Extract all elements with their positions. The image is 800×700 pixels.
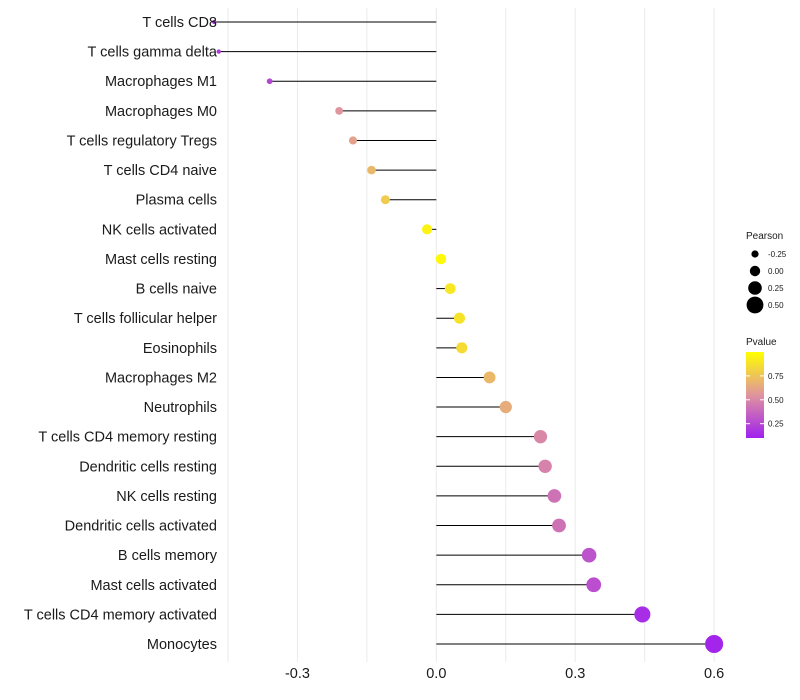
category-label: Dendritic cells activated — [65, 519, 217, 535]
category-label: Macrophages M1 — [105, 74, 217, 90]
x-tick-label: 0.6 — [704, 666, 724, 682]
category-label: Macrophages M0 — [105, 104, 217, 120]
lollipop-point — [335, 107, 343, 115]
category-label: B cells memory — [118, 548, 218, 564]
category-label: Plasma cells — [136, 193, 217, 209]
lollipop-point — [547, 489, 562, 503]
category-label: NK cells activated — [102, 222, 217, 238]
category-label: B cells naive — [136, 282, 217, 298]
size-legend-label: 0.50 — [768, 301, 784, 310]
lollipop-point — [367, 165, 376, 175]
color-legend-label: 0.75 — [768, 372, 784, 381]
category-label: Monocytes — [147, 637, 217, 653]
category-label: T cells follicular helper — [74, 311, 217, 327]
category-label: T cells CD4 naive — [104, 163, 217, 179]
category-labels: T cells CD8 T cells gamma delta Macrophage… — [24, 15, 218, 653]
lollipop-point — [216, 49, 221, 54]
lollipop-stems — [214, 21, 715, 645]
lollipop-point — [211, 19, 217, 25]
lollipop-point — [483, 371, 496, 384]
x-tick-label: 0.0 — [426, 666, 446, 682]
size-legend-dot — [748, 281, 762, 295]
lollipop-point — [499, 400, 512, 414]
size-legend-items: -0.25 0.00 0.25 0.50 — [746, 250, 787, 314]
category-label: Dendritic cells resting — [79, 459, 217, 475]
color-legend-label: 0.50 — [768, 396, 784, 405]
size-legend-dot — [751, 250, 759, 258]
category-label: T cells CD4 memory resting — [38, 430, 217, 446]
category-label: T cells regulatory Tregs — [67, 133, 217, 149]
lollipop-point — [552, 518, 566, 533]
size-legend-dot — [749, 265, 761, 277]
lollipop-point — [435, 253, 447, 265]
size-legend-label: -0.25 — [768, 250, 787, 259]
lollipop-points — [211, 19, 724, 654]
category-label: Mast cells resting — [105, 252, 217, 268]
color-legend-label: 0.25 — [768, 420, 784, 429]
lollipop-point — [586, 577, 602, 593]
size-legend-title: Pearson — [746, 231, 783, 242]
lollipop-point — [538, 459, 552, 474]
size-legend-label: 0.25 — [768, 284, 784, 293]
lollipop-point — [533, 430, 548, 444]
lollipop-point — [581, 547, 597, 563]
category-label: NK cells resting — [116, 489, 217, 505]
lollipop-point — [348, 136, 358, 145]
lollipop-point — [266, 78, 273, 85]
size-legend-label: 0.00 — [768, 267, 784, 276]
category-label: Eosinophils — [143, 341, 217, 357]
lollipop-point — [380, 195, 390, 205]
size-legend-dot — [746, 296, 764, 314]
color-legend-ticks: 0.75 0.50 0.25 — [746, 372, 784, 429]
lollipop-point — [422, 224, 433, 235]
lollipop-point — [634, 606, 651, 623]
x-axis-ticks: -0.3 0.0 0.3 0.6 — [285, 666, 724, 682]
lollipop-point — [456, 342, 468, 354]
lollipop-point — [453, 312, 466, 324]
legend: Pearson -0.25 0.00 0.25 0.50 Pvalue 0.75 0.5… — [746, 231, 787, 438]
color-legend-title: Pvalue — [746, 337, 777, 348]
category-label: Macrophages M2 — [105, 370, 217, 386]
lollipop-point — [444, 283, 456, 294]
x-tick-label: -0.3 — [285, 666, 310, 682]
category-label: Neutrophils — [144, 400, 217, 416]
lollipop-point — [705, 634, 724, 654]
category-label: T cells CD8 — [142, 15, 217, 31]
category-label: Mast cells activated — [90, 578, 217, 594]
x-tick-label: 0.3 — [565, 666, 585, 682]
category-label: T cells gamma delta — [88, 45, 218, 61]
category-label: T cells CD4 memory activated — [24, 607, 217, 623]
grid-lines — [227, 8, 715, 662]
color-legend-bar — [746, 352, 764, 438]
